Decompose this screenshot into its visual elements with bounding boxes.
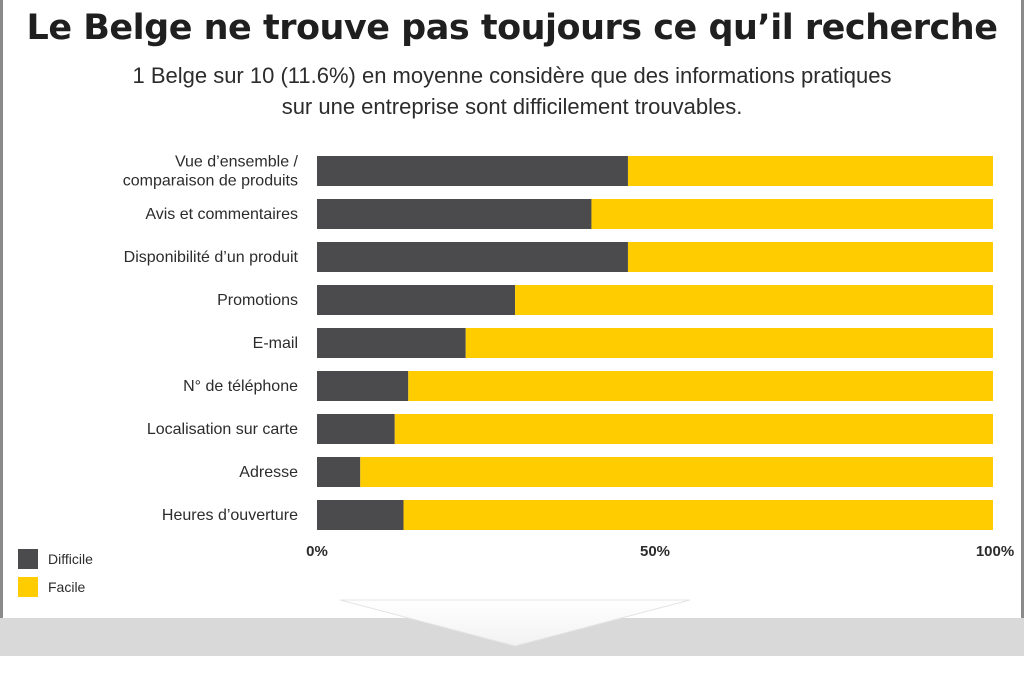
category-label-line: Vue d’ensemble / — [175, 154, 299, 171]
bar-facile-0 — [627, 156, 993, 186]
bar-facile-1 — [591, 199, 993, 229]
legend: Difficile Facile — [18, 545, 93, 601]
bar-facile-2 — [627, 242, 993, 272]
legend-label-facile: Facile — [48, 579, 86, 595]
down-arrow-shape — [339, 599, 691, 647]
bar-facile-6 — [394, 414, 993, 444]
legend-item-facile: Facile — [18, 573, 93, 601]
bar-difficile-8 — [317, 500, 404, 530]
chart-title: Le Belge ne trouve pas toujours ce qu’il… — [26, 8, 998, 48]
bar-difficile-7 — [317, 457, 361, 487]
stacked-bar-chart: Vue d’ensemble / comparaison de produits A… — [123, 154, 1014, 561]
bar-difficile-4 — [317, 328, 466, 358]
frame-left-border — [0, 0, 3, 618]
category-label-line: Localisation sur carte — [147, 421, 298, 438]
legend-swatch-facile — [18, 577, 38, 597]
category-label-line: Disponibilité d’un produit — [124, 249, 299, 266]
x-tick-label-1: 50% — [640, 543, 670, 560]
bar-facile-7 — [360, 457, 993, 487]
category-label-line: Adresse — [239, 464, 298, 481]
category-label-7: Adresse — [239, 464, 298, 481]
frame-right-border — [1021, 0, 1024, 618]
category-label-line: Avis et commentaires — [145, 206, 298, 223]
category-label-4: E-mail — [253, 335, 298, 352]
category-label-8: Heures d’ouverture — [162, 507, 298, 524]
category-label-line: E-mail — [253, 335, 298, 352]
category-label-3: Promotions — [217, 292, 298, 309]
category-label-line: Promotions — [217, 292, 298, 309]
bar-difficile-2 — [317, 242, 628, 272]
bar-difficile-5 — [317, 371, 409, 401]
bar-difficile-6 — [317, 414, 395, 444]
subtitle-line-1: 1 Belge sur 10 (11.6%) en moyenne consid… — [132, 63, 892, 88]
category-label-0: Vue d’ensemble / comparaison de produits — [123, 154, 299, 190]
bar-facile-5 — [408, 371, 993, 401]
bar-difficile-1 — [317, 199, 592, 229]
category-label-6: Localisation sur carte — [147, 421, 298, 438]
bar-difficile-3 — [317, 285, 516, 315]
x-tick-label-2: 100% — [976, 543, 1014, 560]
x-tick-label-0: 0% — [306, 543, 328, 560]
category-label-line: N° de téléphone — [183, 378, 298, 395]
bar-facile-4 — [465, 328, 994, 358]
legend-label-difficile: Difficile — [48, 551, 93, 567]
chart-subtitle: 1 Belge sur 10 (11.6%) en moyenne consid… — [0, 60, 1024, 122]
legend-item-difficile: Difficile — [18, 545, 93, 573]
category-label-2: Disponibilité d’un produit — [124, 249, 299, 266]
bar-difficile-0 — [317, 156, 628, 186]
category-label-1: Avis et commentaires — [145, 206, 298, 223]
category-label-5: N° de téléphone — [183, 378, 298, 395]
category-label-line: comparaison de produits — [123, 173, 298, 190]
legend-swatch-difficile — [18, 549, 38, 569]
bar-facile-3 — [515, 285, 993, 315]
bar-facile-8 — [403, 500, 993, 530]
category-label-line: Heures d’ouverture — [162, 507, 298, 524]
subtitle-line-2: sur une entreprise sont difficilement tr… — [281, 94, 743, 119]
